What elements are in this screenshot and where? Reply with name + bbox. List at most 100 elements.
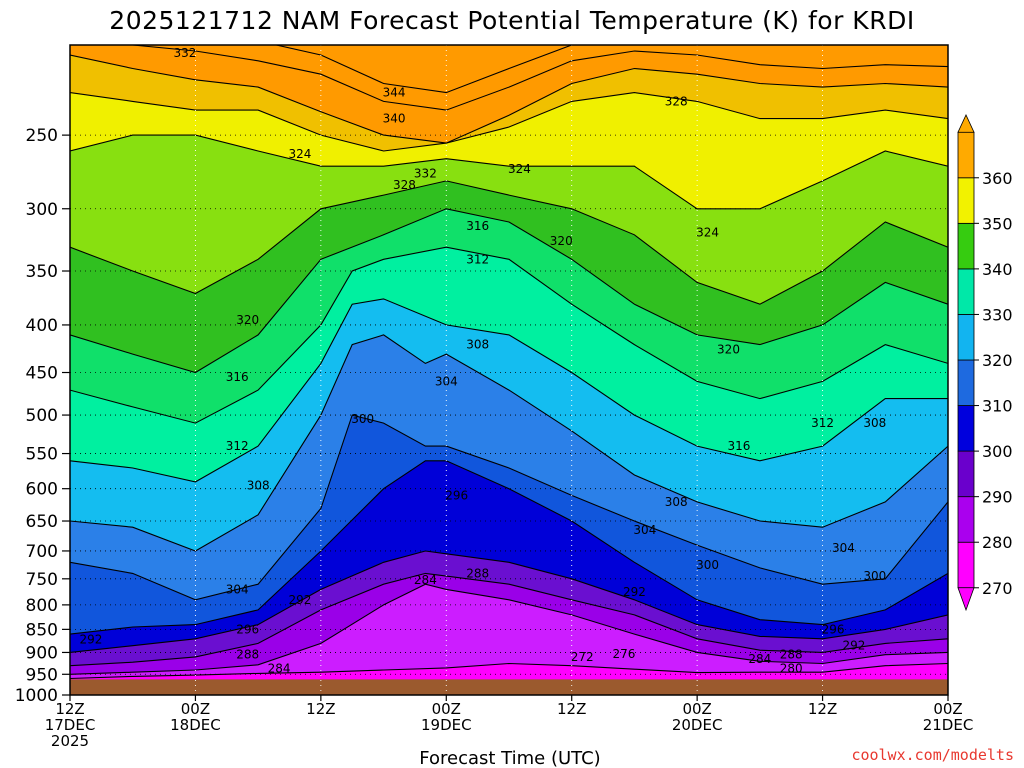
contour-label: 292 — [842, 639, 865, 653]
colorbar-segment — [957, 222, 975, 270]
isentrope-280 — [70, 662, 948, 680]
isentrope-292 — [70, 550, 948, 653]
isentrope-296 — [70, 460, 948, 635]
contour-label: 320 — [236, 313, 259, 327]
contour-label: 328 — [393, 178, 416, 192]
contour-label: 308 — [466, 338, 489, 352]
contour-label: 308 — [863, 416, 886, 430]
x-tick-label: 17DEC — [45, 716, 96, 734]
x-tick-label: 12Z — [55, 700, 84, 718]
contour-label: 316 — [466, 219, 489, 233]
y-tick-label: 900 — [26, 643, 58, 663]
x-axis-label: Forecast Time (UTC) — [419, 748, 600, 768]
ground-layer — [70, 679, 948, 695]
y-tick-label: 1000 — [15, 686, 58, 706]
contour-label: 300 — [351, 412, 374, 426]
colorbar-segment — [957, 496, 975, 543]
y-tick-label: 650 — [26, 512, 58, 532]
isentrope-332 — [70, 54, 948, 144]
contour-label: 304 — [226, 582, 249, 596]
colorbar-tick-label: 320 — [982, 351, 1013, 370]
contour-label: 276 — [613, 647, 636, 661]
isentrope-312 — [70, 246, 948, 424]
colorbar-segment — [957, 131, 975, 179]
plot-area: 3323243443403323283243283163123203243203… — [70, 45, 948, 695]
contour-label: 296 — [445, 488, 468, 502]
gridlines — [70, 45, 948, 695]
contour-label: 300 — [863, 569, 886, 583]
contour-label: 324 — [288, 147, 311, 161]
colorbar-segment — [957, 405, 975, 452]
colorbar-segment — [957, 314, 975, 361]
colorbar-tick-label: 360 — [982, 169, 1013, 188]
contour-label: 292 — [288, 593, 311, 607]
credit-link[interactable]: coolwx.com/modelts — [851, 746, 1014, 764]
contour-labels: 3323243443403323283243283163123203243203… — [79, 46, 886, 676]
contour-label: 332 — [174, 46, 197, 60]
colorbar-top-arrow — [957, 114, 975, 133]
x-tick-label: 12Z — [808, 700, 837, 718]
colorbar-tick-label: 280 — [982, 533, 1013, 552]
x-tick-label: 20DEC — [672, 716, 723, 734]
colorbar-tick-label: 270 — [982, 579, 1013, 598]
contour-label: 324 — [696, 225, 719, 239]
y-axis: 250 300 350 400 450 500 550 600 650 700 750 800 850 9… — [15, 126, 70, 706]
x-tick-label: 19DEC — [421, 716, 472, 734]
contour-label: 320 — [550, 234, 573, 248]
colorbar-tick-label: 310 — [982, 397, 1013, 416]
contour-label: 296 — [822, 622, 845, 636]
x-tick-label: 2025 — [51, 732, 89, 750]
contour-label: 284 — [414, 573, 437, 587]
colorbar-bottom-arrow — [957, 587, 975, 612]
contour-label: 296 — [236, 622, 259, 636]
x-tick-label: 12Z — [306, 700, 335, 718]
contour-label: 316 — [727, 439, 750, 453]
y-tick-label: 400 — [26, 316, 58, 336]
band-above-344 — [258, 45, 572, 93]
isentrope-328 — [70, 92, 948, 152]
contour-label: 292 — [623, 585, 646, 599]
x-tick-label: 18DEC — [170, 716, 221, 734]
colorbar-segment — [957, 177, 975, 224]
contour-label: 308 — [665, 495, 688, 509]
isentrope-340 — [124, 45, 948, 111]
contour-label: 304 — [633, 523, 656, 537]
y-tick-label: 700 — [26, 542, 58, 562]
y-tick-label: 450 — [26, 364, 58, 384]
contour-label: 308 — [247, 478, 270, 492]
contour-label: 288 — [466, 566, 489, 580]
isentrope-320 — [70, 180, 948, 305]
contour-label: 284 — [748, 652, 771, 666]
x-tick-label: 00Z — [682, 700, 711, 718]
contour-label: 300 — [696, 558, 719, 572]
color-bands — [70, 45, 948, 695]
y-tick-label: 350 — [26, 262, 58, 282]
contour-label: 272 — [571, 650, 594, 664]
y-tick-label: 300 — [26, 200, 58, 220]
colorbar-tick-label: 300 — [982, 442, 1013, 461]
isentrope-316 — [70, 208, 948, 374]
contour-label: 280 — [780, 662, 803, 676]
colorbar-tick-label: 330 — [982, 305, 1013, 324]
chart-title: 2025121712 NAM Forecast Potential Temper… — [109, 6, 914, 35]
contour-label: 324 — [508, 162, 531, 176]
contour-label: 284 — [268, 662, 291, 676]
isentrope-344 — [273, 45, 572, 94]
isentrope-288 — [70, 572, 948, 667]
y-tick-label: 500 — [26, 406, 58, 426]
colorbar-tick-label: 290 — [982, 488, 1013, 507]
plot-frame — [69, 44, 949, 696]
isentrope-324 — [70, 134, 948, 210]
y-tick-label: 950 — [26, 665, 58, 685]
y-tick-label: 550 — [26, 445, 58, 465]
x-tick-label: 00Z — [432, 700, 461, 718]
y-tick-label: 250 — [26, 126, 58, 146]
contour-label: 320 — [717, 342, 740, 356]
y-tick-label: 850 — [26, 620, 58, 640]
band-above-332 — [70, 45, 948, 144]
y-tick-label: 600 — [26, 480, 58, 500]
x-tick-label: 21DEC — [923, 716, 974, 734]
y-tick-label: 750 — [26, 570, 58, 590]
x-tick-label: 00Z — [181, 700, 210, 718]
